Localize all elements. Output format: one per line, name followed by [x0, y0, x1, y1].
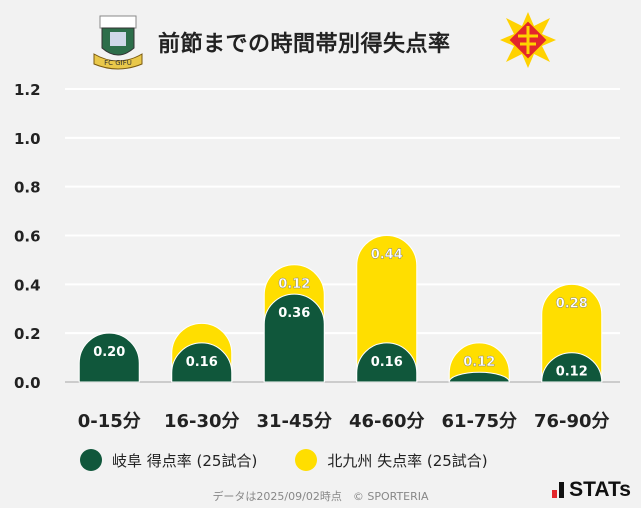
legend-label: 北九州 失点率 (25試合): [327, 451, 488, 470]
bar-kitakyushu: [448, 342, 510, 383]
legend-swatch-gifu: [80, 449, 102, 471]
y-tick-label: 0.4: [14, 276, 41, 294]
y-tick-label: 0.6: [14, 228, 41, 246]
x-tick-label: 31-45分: [256, 411, 332, 432]
data-label-kitakyushu: 0.44: [371, 248, 403, 263]
y-tick-label: 0.8: [14, 179, 41, 197]
data-label-gifu: 0.16: [186, 355, 218, 370]
chart-title: 前節までの時間帯別得失点率: [158, 32, 451, 57]
y-tick-label: 1.2: [14, 81, 41, 99]
stats-brand: STATs: [569, 478, 631, 501]
x-tick-label: 61-75分: [441, 411, 517, 432]
bar-gifu: [78, 332, 140, 383]
bar-chart: 0.0 0.2 0.4 0.6 0.8 1.0 1.2 0.20 0-15分 0.16 16-30分…: [14, 81, 620, 432]
stats-logo: STATs: [552, 478, 631, 502]
y-tick-label: 1.0: [14, 130, 41, 148]
footer-note: データは2025/09/02時点 © SPORTERIA: [212, 490, 429, 503]
legend-label: 岐阜 得点率 (25試合): [112, 451, 258, 470]
x-tick-label: 46-60分: [349, 411, 425, 432]
legend-swatch-kitakyushu: [295, 449, 318, 471]
data-label-gifu: 0.20: [93, 345, 125, 360]
data-label-gifu: 0.36: [278, 306, 310, 321]
data-label-kitakyushu: 0.12: [278, 277, 310, 292]
x-tick-label: 0-15分: [78, 411, 141, 432]
kitakyushu-logo: [500, 12, 556, 68]
bar-kitakyushu: [356, 235, 418, 383]
bar-gifu: [356, 342, 418, 383]
legend: 岐阜 得点率 (25試合) 北九州 失点率 (25試合): [80, 449, 488, 471]
y-tick-label: 0.0: [14, 374, 41, 392]
data-label-gifu: 0.12: [556, 365, 588, 380]
data-label-kitakyushu: 0.12: [463, 355, 495, 370]
bar-gifu: [171, 342, 233, 383]
x-tick-label: 76-90分: [534, 411, 610, 432]
bar-gifu: [541, 352, 603, 383]
legend-item-gifu: 岐阜 得点率 (25試合): [80, 449, 257, 471]
svg-text:FC GIFU: FC GIFU: [104, 59, 132, 67]
x-tick-label: 16-30分: [164, 411, 240, 432]
legend-item-kitakyushu: 北九州 失点率 (25試合): [295, 449, 488, 471]
bar-gifu: [448, 371, 510, 383]
data-label-kitakyushu: 0.28: [556, 296, 588, 311]
stats-bars-icon: [552, 482, 565, 498]
fc-gifu-logo: FC GIFU: [92, 14, 144, 72]
y-tick-label: 0.2: [14, 325, 41, 343]
bar-gifu: [263, 293, 325, 383]
data-label-gifu: 0.16: [371, 355, 403, 370]
